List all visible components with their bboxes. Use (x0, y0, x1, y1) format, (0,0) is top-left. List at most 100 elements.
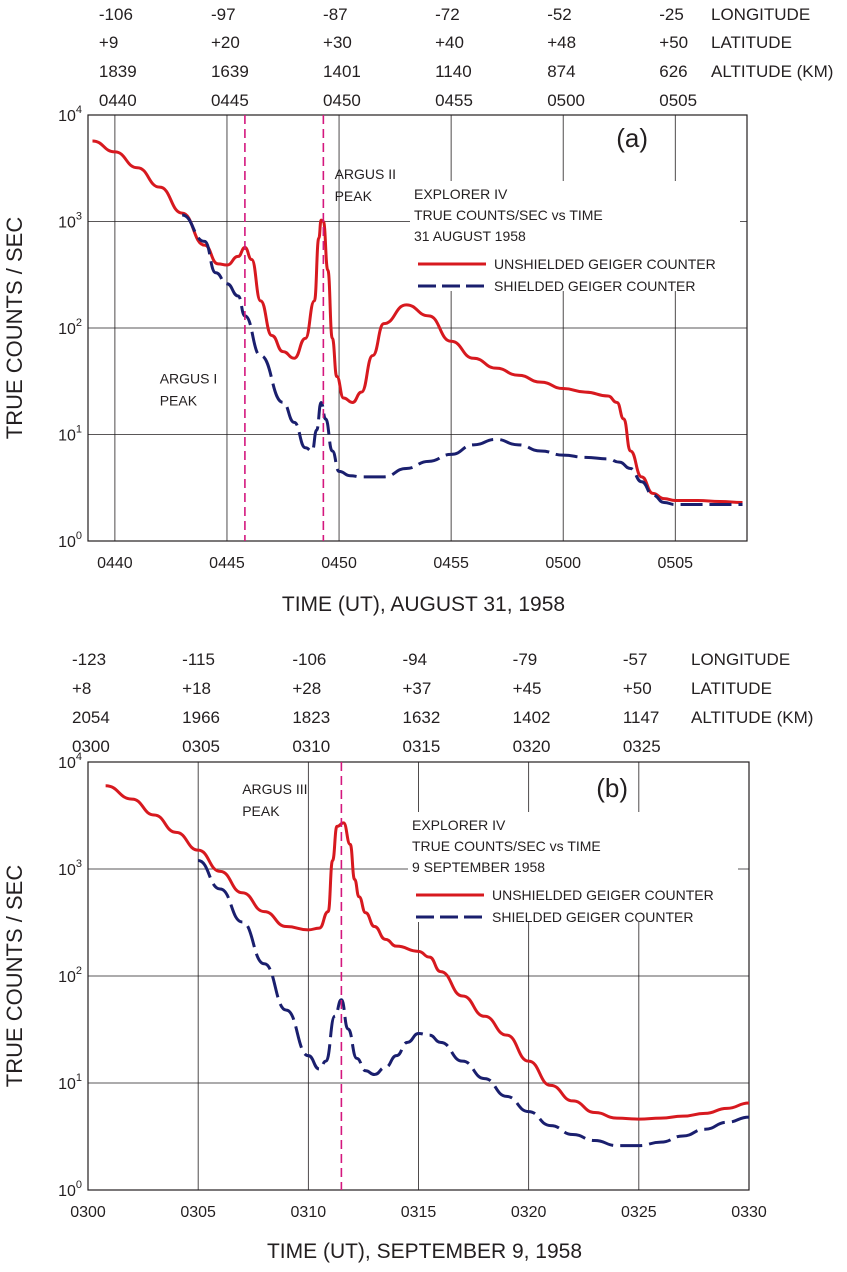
y-tick-exponent: 1 (76, 424, 82, 436)
orbit-header-value: -94 (403, 650, 428, 669)
orbit-header-value: 0500 (547, 91, 585, 110)
x-axis-title: TIME (UT), AUGUST 31, 1958 (282, 593, 565, 616)
series-shielded-line (181, 213, 743, 507)
legend-background (410, 181, 740, 291)
x-tick-label: 0305 (180, 1204, 216, 1221)
orbit-header-row-label: LATITUDE (691, 679, 772, 698)
orbit-header-value: -25 (659, 5, 684, 24)
x-tick-label: 0440 (97, 555, 133, 572)
y-tick-exponent: 0 (76, 530, 82, 542)
orbit-header-value: 0325 (623, 737, 661, 756)
x-tick-label: 0325 (621, 1204, 657, 1221)
orbit-header-row-label: ALTITUDE (KM) (711, 62, 833, 81)
x-tick-label: 0505 (657, 555, 693, 572)
x-tick-label: 0315 (401, 1204, 437, 1221)
orbit-header-row-label: LONGITUDE (711, 5, 810, 24)
y-tick-label: 100 (58, 530, 82, 551)
y-tick-base: 10 (58, 215, 76, 232)
orbit-header-value: +40 (435, 33, 464, 52)
orbit-header-row-label: LONGITUDE (691, 650, 790, 669)
orbit-header-value: +8 (72, 679, 91, 698)
orbit-header-value: -106 (292, 650, 326, 669)
orbit-header-value: +9 (99, 33, 118, 52)
orbit-header-value: 0505 (659, 91, 697, 110)
y-axis-title: TRUE COUNTS / SEC (2, 865, 27, 1088)
orbit-header-value: 1401 (323, 62, 361, 81)
y-tick-base: 10 (58, 108, 76, 125)
y-tick-label: 104 (58, 104, 82, 125)
orbit-header-value: 0450 (323, 91, 361, 110)
orbit-header-value: -87 (323, 5, 348, 24)
orbit-header-value: +45 (513, 679, 542, 698)
y-tick-label: 102 (58, 317, 82, 338)
legend-subtitle: TRUE COUNTS/SEC vs TIME (412, 838, 601, 854)
legend-title: EXPLORER IV (414, 186, 508, 202)
series-unshielded-line (92, 139, 743, 504)
y-tick-base: 10 (58, 755, 76, 772)
orbit-header-value: 0305 (182, 737, 220, 756)
y-tick-base: 10 (58, 1183, 76, 1200)
y-tick-label: 103 (58, 211, 82, 232)
legend-date: 9 SEPTEMBER 1958 (412, 859, 545, 875)
orbit-header-value: 0455 (435, 91, 473, 110)
panel-label: (a) (616, 123, 648, 153)
y-tick-label: 101 (58, 1072, 82, 1093)
orbit-header-value: +50 (623, 679, 652, 698)
x-tick-label: 0300 (70, 1204, 106, 1221)
orbit-header-row-label: ALTITUDE (KM) (691, 708, 813, 727)
legend-background (408, 812, 738, 922)
y-tick-base: 10 (58, 969, 76, 986)
orbit-header-value: +28 (292, 679, 321, 698)
y-tick-base: 10 (58, 428, 76, 445)
y-tick-label: 100 (58, 1179, 82, 1200)
orbit-header-value: -57 (623, 650, 648, 669)
series-unshielded-line (105, 784, 750, 1121)
orbit-header-value: -72 (435, 5, 460, 24)
legend-entry-unshielded: UNSHIELDED GEIGER COUNTER (494, 256, 716, 272)
y-tick-label: 102 (58, 965, 82, 986)
orbit-header-value: 0440 (99, 91, 137, 110)
orbit-header-value: 0320 (513, 737, 551, 756)
x-tick-label: 0310 (291, 1204, 327, 1221)
y-tick-base: 10 (58, 862, 76, 879)
orbit-header-value: 0315 (403, 737, 441, 756)
y-tick-label: 104 (58, 751, 82, 772)
orbit-header-value: +20 (211, 33, 240, 52)
y-tick-base: 10 (58, 321, 76, 338)
y-axis-title: TRUE COUNTS / SEC (2, 217, 27, 440)
orbit-header-value: -106 (99, 5, 133, 24)
orbit-header-value: 1639 (211, 62, 249, 81)
orbit-header-value: 0300 (72, 737, 110, 756)
y-tick-exponent: 2 (76, 317, 82, 329)
orbit-header-value: -115 (182, 650, 215, 669)
argus-peak-label: PEAK (242, 803, 280, 819)
orbit-header-value: 626 (659, 62, 687, 81)
x-axis-title: TIME (UT), SEPTEMBER 9, 1958 (267, 1240, 582, 1263)
orbit-header-value: -52 (547, 5, 572, 24)
y-tick-exponent: 4 (76, 104, 82, 116)
orbit-header-value: +37 (403, 679, 432, 698)
orbit-header-value: 1140 (435, 62, 472, 81)
x-tick-label: 0500 (545, 555, 581, 572)
orbit-header-value: -97 (211, 5, 236, 24)
orbit-header-value: +48 (547, 33, 576, 52)
orbit-header-value: 874 (547, 62, 575, 81)
y-tick-exponent: 3 (76, 858, 82, 870)
y-tick-label: 101 (58, 424, 82, 445)
orbit-header-value: 1147 (623, 708, 660, 727)
orbit-header-value: 1839 (99, 62, 137, 81)
orbit-header-value: +18 (182, 679, 211, 698)
orbit-header-value: 1402 (513, 708, 551, 727)
orbit-header-value: 2054 (72, 708, 110, 727)
x-tick-label: 0445 (209, 555, 245, 572)
orbit-header-value: +50 (659, 33, 688, 52)
legend-date: 31 AUGUST 1958 (414, 228, 526, 244)
argus-peak-label: PEAK (160, 393, 198, 409)
argus-peak-label: PEAK (335, 188, 373, 204)
legend-entry-shielded: SHIELDED GEIGER COUNTER (494, 278, 695, 294)
y-tick-base: 10 (58, 1076, 76, 1093)
legend-subtitle: TRUE COUNTS/SEC vs TIME (414, 207, 603, 223)
y-tick-exponent: 1 (76, 1072, 82, 1084)
